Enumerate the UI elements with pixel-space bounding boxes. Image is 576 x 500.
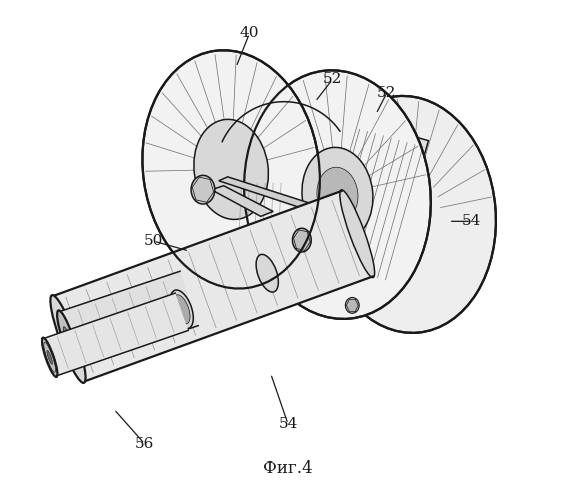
Text: 50: 50 <box>144 234 163 248</box>
Polygon shape <box>52 191 373 382</box>
Ellipse shape <box>47 350 52 364</box>
Ellipse shape <box>340 190 374 278</box>
Text: 54: 54 <box>278 417 298 431</box>
Text: 52: 52 <box>377 86 397 100</box>
Ellipse shape <box>57 310 79 368</box>
Ellipse shape <box>170 290 194 329</box>
Text: Фиг.4: Фиг.4 <box>263 460 313 477</box>
Ellipse shape <box>244 70 431 319</box>
Polygon shape <box>211 186 273 216</box>
Ellipse shape <box>63 326 73 351</box>
Ellipse shape <box>317 168 358 222</box>
Ellipse shape <box>194 120 268 220</box>
Ellipse shape <box>302 148 373 242</box>
Polygon shape <box>219 177 320 212</box>
Ellipse shape <box>256 254 278 292</box>
Text: 52: 52 <box>323 72 342 86</box>
Text: 54: 54 <box>461 214 480 228</box>
Polygon shape <box>317 121 429 288</box>
Ellipse shape <box>293 228 311 252</box>
Text: 56: 56 <box>135 437 154 451</box>
Text: 40: 40 <box>240 26 259 40</box>
Ellipse shape <box>42 338 58 377</box>
Ellipse shape <box>346 298 359 314</box>
Ellipse shape <box>50 295 86 383</box>
Ellipse shape <box>142 50 320 288</box>
Ellipse shape <box>319 96 496 333</box>
Ellipse shape <box>191 176 215 204</box>
Polygon shape <box>59 272 198 366</box>
Polygon shape <box>43 293 188 376</box>
Ellipse shape <box>173 294 190 324</box>
